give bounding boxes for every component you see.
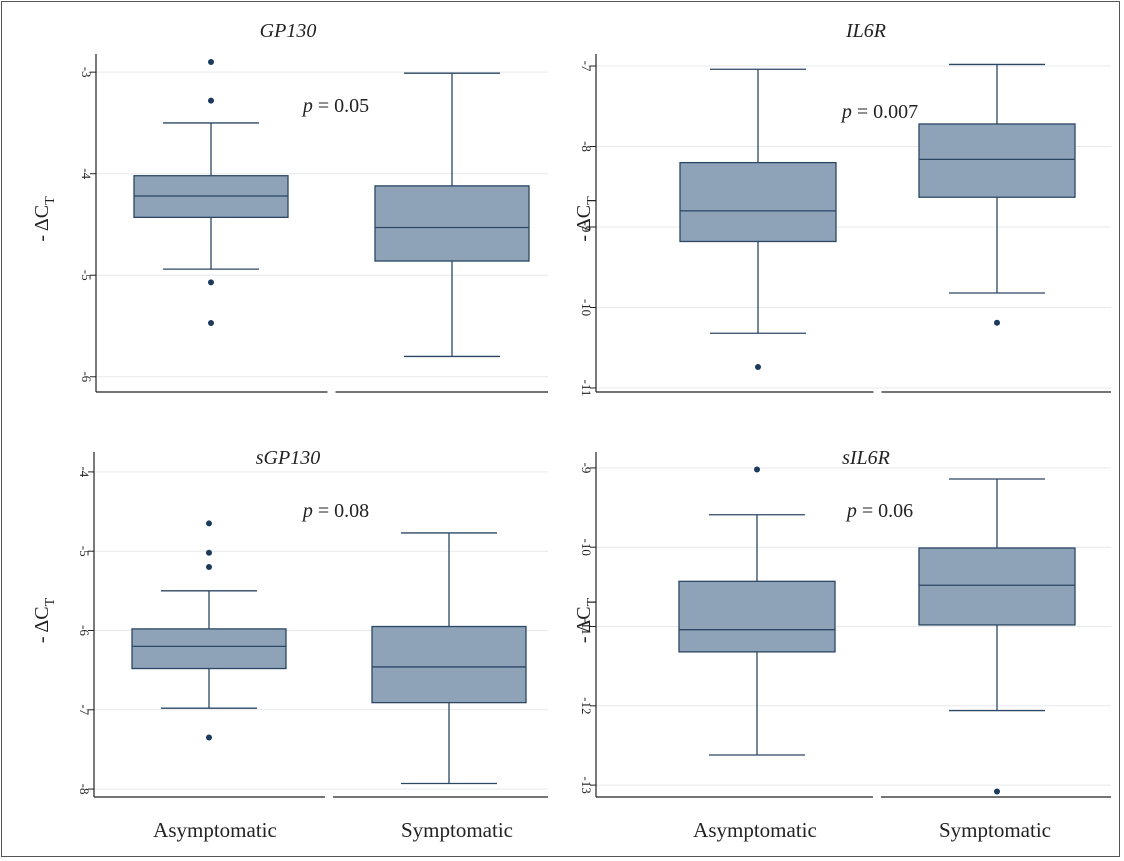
p-value-label: p = 0.05 bbox=[301, 95, 369, 117]
iqr-box bbox=[371, 625, 527, 704]
y-tick-label: -10 bbox=[579, 299, 594, 316]
panel-il6r: -7 -8 -9 -10 -11 IL6R p = 0.007 - ΔCT bbox=[573, 20, 1111, 397]
outlier-point bbox=[994, 788, 1000, 795]
chart-title: sGP130 bbox=[256, 447, 320, 469]
y-tick-label: -12 bbox=[579, 697, 594, 714]
y-tick-label: -10 bbox=[579, 539, 594, 556]
ylabel-subscript: T bbox=[585, 597, 600, 606]
box-asymptomatic bbox=[678, 466, 836, 756]
ylabel-main: - ΔC bbox=[31, 606, 53, 643]
y-tick-label: -13 bbox=[579, 776, 594, 793]
outlier-point bbox=[206, 734, 212, 741]
x-category-symptomatic-left: Symptomatic bbox=[401, 818, 513, 842]
y-tick-label: -8 bbox=[579, 141, 594, 152]
p-value-label: p = 0.007 bbox=[840, 101, 918, 123]
y-tick-label: -3 bbox=[79, 67, 94, 78]
iqr-box bbox=[678, 580, 836, 653]
p-symbol: p bbox=[845, 500, 857, 522]
box-symptomatic bbox=[371, 532, 527, 785]
panel-sil6r: -9 -10 -11 -12 -13 sIL6R p = 0.06 - ΔCT bbox=[573, 447, 1111, 798]
outlier-point bbox=[208, 97, 214, 104]
outlier-point bbox=[208, 319, 214, 326]
p-value: = 0.05 bbox=[313, 95, 369, 117]
box-asymptomatic bbox=[133, 59, 289, 326]
chart-title: sIL6R bbox=[842, 447, 890, 469]
box-symptomatic bbox=[918, 478, 1076, 795]
chart-title: GP130 bbox=[260, 20, 317, 42]
box-symptomatic bbox=[374, 72, 530, 358]
iqr-box bbox=[679, 161, 837, 243]
y-tick-label: -6 bbox=[79, 371, 94, 382]
outlier-point bbox=[206, 520, 212, 527]
p-value: = 0.06 bbox=[857, 500, 913, 522]
x-category-asymptomatic-right: Asymptomatic bbox=[693, 818, 817, 842]
y-tick-label: -9 bbox=[579, 463, 594, 474]
y-tick-label: -9 bbox=[579, 222, 594, 233]
chart-title: IL6R bbox=[845, 20, 886, 42]
outlier-point bbox=[994, 319, 1000, 326]
ylabel-main: - ΔC bbox=[573, 606, 595, 643]
y-axis-label: - ΔCT bbox=[31, 196, 58, 242]
p-value-label: p = 0.06 bbox=[845, 500, 913, 522]
p-symbol: p bbox=[840, 101, 852, 123]
y-tick-label: -6 bbox=[77, 625, 92, 636]
outlier-point bbox=[206, 564, 212, 571]
outlier-point bbox=[755, 364, 761, 371]
p-value: = 0.08 bbox=[313, 500, 369, 522]
ylabel-subscript: T bbox=[585, 196, 600, 205]
ylabel-subscript: T bbox=[43, 597, 58, 606]
panel-gp130: -3 -4 -5 -6 GP130 p = 0.05 - ΔCT bbox=[31, 20, 548, 393]
y-tick-label: -5 bbox=[77, 546, 92, 557]
x-category-symptomatic-right: Symptomatic bbox=[939, 818, 1051, 842]
p-symbol: p bbox=[301, 500, 313, 522]
iqr-box bbox=[374, 185, 530, 262]
y-tick-label: -7 bbox=[579, 61, 594, 72]
iqr-box bbox=[918, 547, 1076, 626]
box-asymptomatic bbox=[679, 68, 837, 371]
y-tick-label: -11 bbox=[579, 380, 594, 397]
y-tick-label: -4 bbox=[79, 168, 94, 179]
box-symptomatic bbox=[918, 63, 1076, 326]
p-symbol: p bbox=[301, 95, 313, 117]
iqr-box bbox=[918, 123, 1076, 198]
iqr-box bbox=[131, 628, 287, 670]
outlier-point bbox=[208, 279, 214, 286]
y-tick-label: -7 bbox=[77, 704, 92, 715]
outlier-point bbox=[206, 549, 212, 556]
outlier-point bbox=[754, 466, 760, 473]
ylabel-main: - ΔC bbox=[31, 205, 53, 242]
ylabel-subscript: T bbox=[43, 196, 58, 205]
y-tick-label: -5 bbox=[79, 270, 94, 281]
panel-sgp130: -4 -5 -6 -7 -8 sGP130 p = 0.08 - ΔCT bbox=[31, 447, 548, 798]
outlier-point bbox=[208, 59, 214, 65]
p-value-label: p = 0.08 bbox=[301, 500, 369, 522]
y-axis-label: - ΔCT bbox=[573, 196, 600, 242]
ylabel-main: - ΔC bbox=[573, 205, 595, 242]
y-axis-label: - ΔCT bbox=[31, 597, 58, 643]
y-tick-label: -4 bbox=[77, 466, 92, 477]
y-axis-label: - ΔCT bbox=[573, 597, 600, 643]
y-tick-label: -8 bbox=[77, 784, 92, 795]
x-category-asymptomatic-left: Asymptomatic bbox=[153, 818, 277, 842]
p-value: = 0.007 bbox=[852, 101, 918, 123]
y-tick-label: -11 bbox=[579, 618, 594, 635]
box-asymptomatic bbox=[131, 520, 287, 741]
